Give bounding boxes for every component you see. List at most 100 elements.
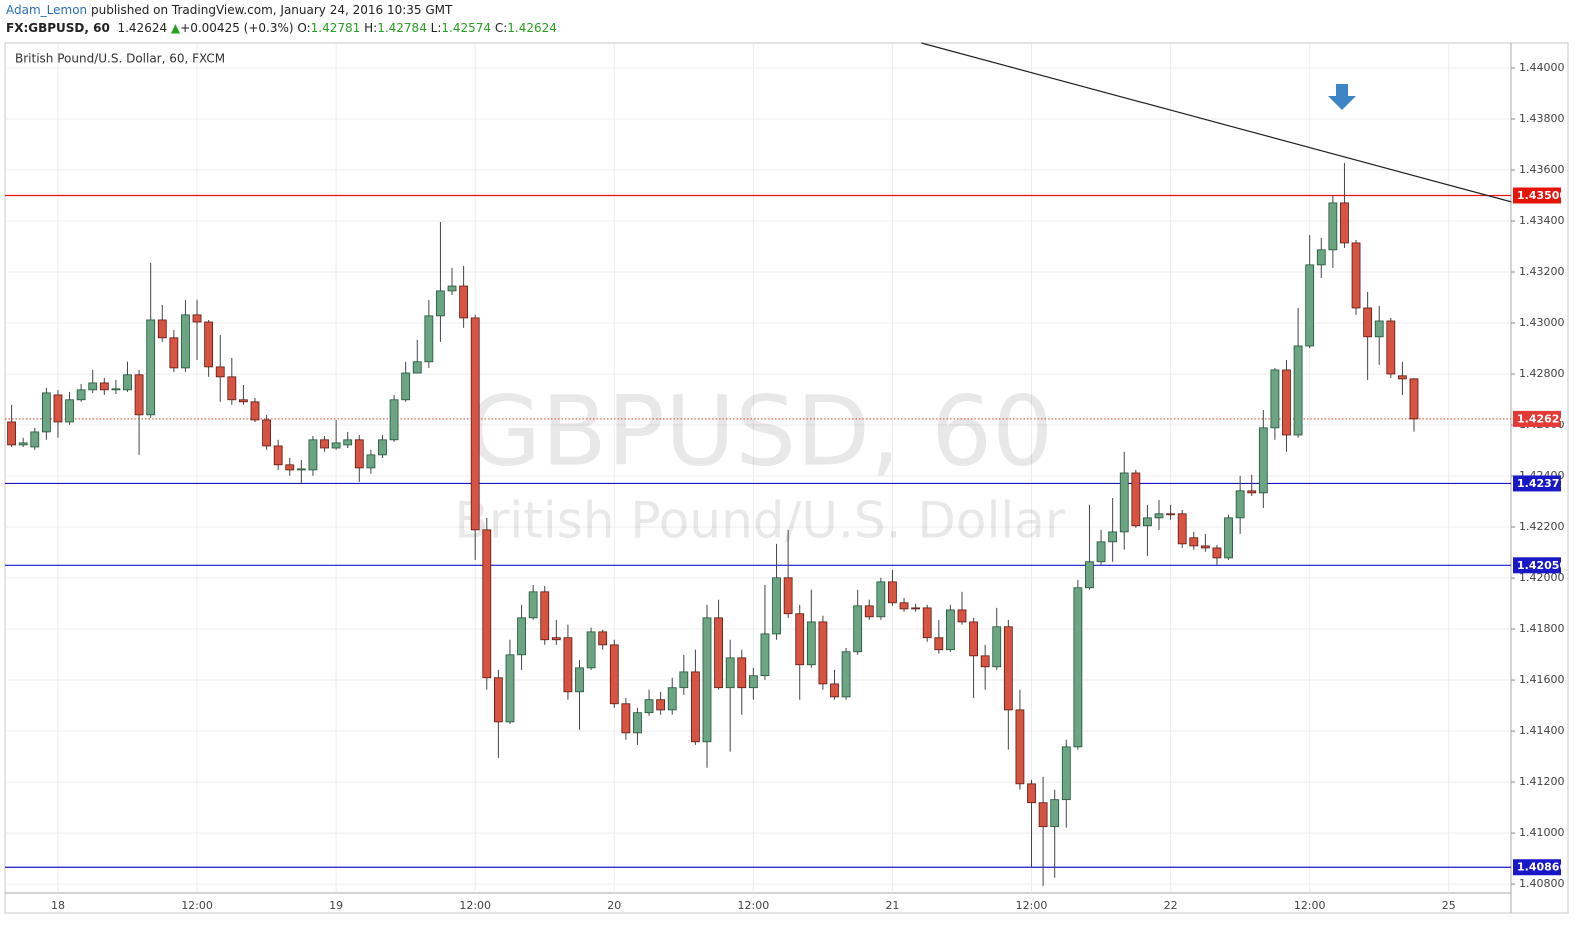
y-tick-label: 1.43600	[1519, 163, 1565, 176]
y-tick-label: 1.41000	[1519, 826, 1565, 839]
candle-body	[482, 529, 492, 679]
candle-body	[1073, 587, 1083, 748]
candle-body	[389, 399, 399, 441]
candle-body	[215, 366, 225, 378]
candle-body	[1154, 513, 1164, 519]
candle-body	[1003, 626, 1013, 711]
candle-body	[181, 314, 190, 369]
y-tick-label: 1.42800	[1519, 367, 1565, 380]
candle-body	[1258, 427, 1268, 494]
ohlc-value: 1.42781	[310, 21, 361, 35]
candle-body	[18, 442, 28, 446]
candle-body	[447, 285, 457, 292]
y-tick-label: 1.44000	[1519, 61, 1565, 74]
candle-body	[621, 703, 631, 734]
candle-body	[911, 607, 921, 610]
candle-body	[1247, 490, 1257, 494]
candle-body	[424, 315, 434, 363]
byline: published on TradingView.com, January 24…	[90, 3, 453, 17]
candle-body	[1398, 375, 1407, 380]
candle-body	[540, 591, 550, 641]
candle-body	[204, 321, 214, 368]
candle-body	[818, 621, 828, 685]
price-badge-label: 1.42624	[1517, 412, 1567, 425]
price-badge	[1513, 475, 1561, 492]
candle-body	[586, 631, 596, 669]
candle-body	[1224, 517, 1233, 559]
y-tick-label: 1.43000	[1519, 316, 1565, 329]
candle-body	[273, 445, 283, 466]
candle-body	[1027, 783, 1036, 804]
candle-body	[748, 675, 758, 689]
candle-body	[262, 419, 271, 447]
candle-body	[354, 439, 364, 469]
candle-body	[238, 399, 248, 403]
candle-body	[1108, 531, 1118, 543]
candle-body	[53, 394, 63, 423]
candle-body	[378, 439, 387, 456]
candle-body	[737, 657, 747, 689]
candle-body	[517, 617, 526, 656]
candle-body	[760, 633, 770, 677]
candle-body	[7, 421, 16, 446]
candle-body	[470, 317, 480, 531]
candle-body	[1177, 513, 1187, 545]
ohlc-label: O:	[297, 21, 311, 35]
price-badge	[1513, 859, 1561, 876]
candle-body	[853, 605, 863, 653]
candle-body	[1143, 517, 1152, 527]
candle-body	[1200, 545, 1210, 549]
watermark-name: British Pound/U.S. Dollar	[455, 492, 1066, 550]
candle-body	[969, 621, 978, 657]
ohlc-value: 1.42624	[507, 21, 557, 35]
candle-body	[1015, 709, 1025, 785]
candle-body	[1085, 561, 1094, 589]
ohlc-label: H:	[364, 21, 378, 35]
candle-body	[250, 401, 260, 421]
candle-body	[899, 602, 909, 610]
candle-body	[806, 621, 816, 666]
x-tick-label: 22	[1164, 899, 1178, 912]
candle-body	[412, 361, 422, 374]
candle-body	[30, 431, 40, 448]
x-tick-label: 12:00	[1294, 899, 1326, 912]
candle-body	[459, 285, 469, 319]
quote-row: FX:GBPUSD, 60 1.42624 ▲+0.00425 (+0.3%) …	[6, 21, 557, 35]
candle-body	[111, 388, 121, 391]
y-tick-label: 1.43800	[1519, 112, 1565, 125]
candle-body	[1166, 513, 1175, 516]
candle-body	[1386, 320, 1396, 375]
candle-body	[308, 439, 318, 471]
ohlc-value: 1.42574	[441, 21, 492, 35]
candle-body	[691, 671, 700, 743]
price-badge-label: 1.43500	[1517, 189, 1567, 202]
watermark-symbol: GBPUSD, 60	[467, 375, 1053, 487]
candle-body	[667, 687, 677, 711]
candle-body	[772, 577, 781, 635]
candle-body	[88, 382, 98, 391]
candle-body	[436, 290, 445, 317]
x-tick-label: 25	[1442, 899, 1456, 912]
candle-body	[169, 337, 179, 369]
price-badge	[1513, 187, 1561, 204]
candle-body	[609, 644, 619, 705]
price-badge-label: 1.40866	[1517, 861, 1567, 874]
candle-body	[1189, 537, 1199, 547]
candle-body	[679, 671, 689, 689]
candle-body	[76, 389, 86, 401]
x-tick-label: 19	[329, 899, 343, 912]
candle-body	[575, 667, 584, 693]
candle-body	[296, 468, 306, 471]
candle-body	[1235, 490, 1245, 519]
candle-body	[864, 605, 874, 618]
watermark: GBPUSD, 60 British Pound/U.S. Dollar	[455, 375, 1066, 549]
price-badge-label: 1.42050	[1517, 559, 1567, 572]
author[interactable]: Adam_Lemon	[6, 3, 88, 17]
x-tick-label: 18	[51, 899, 65, 912]
candle-body	[157, 319, 167, 339]
x-tick-label: 12:00	[1016, 899, 1048, 912]
candle-body	[1328, 202, 1338, 251]
candle-body	[1096, 541, 1106, 563]
candle-body	[656, 699, 666, 711]
